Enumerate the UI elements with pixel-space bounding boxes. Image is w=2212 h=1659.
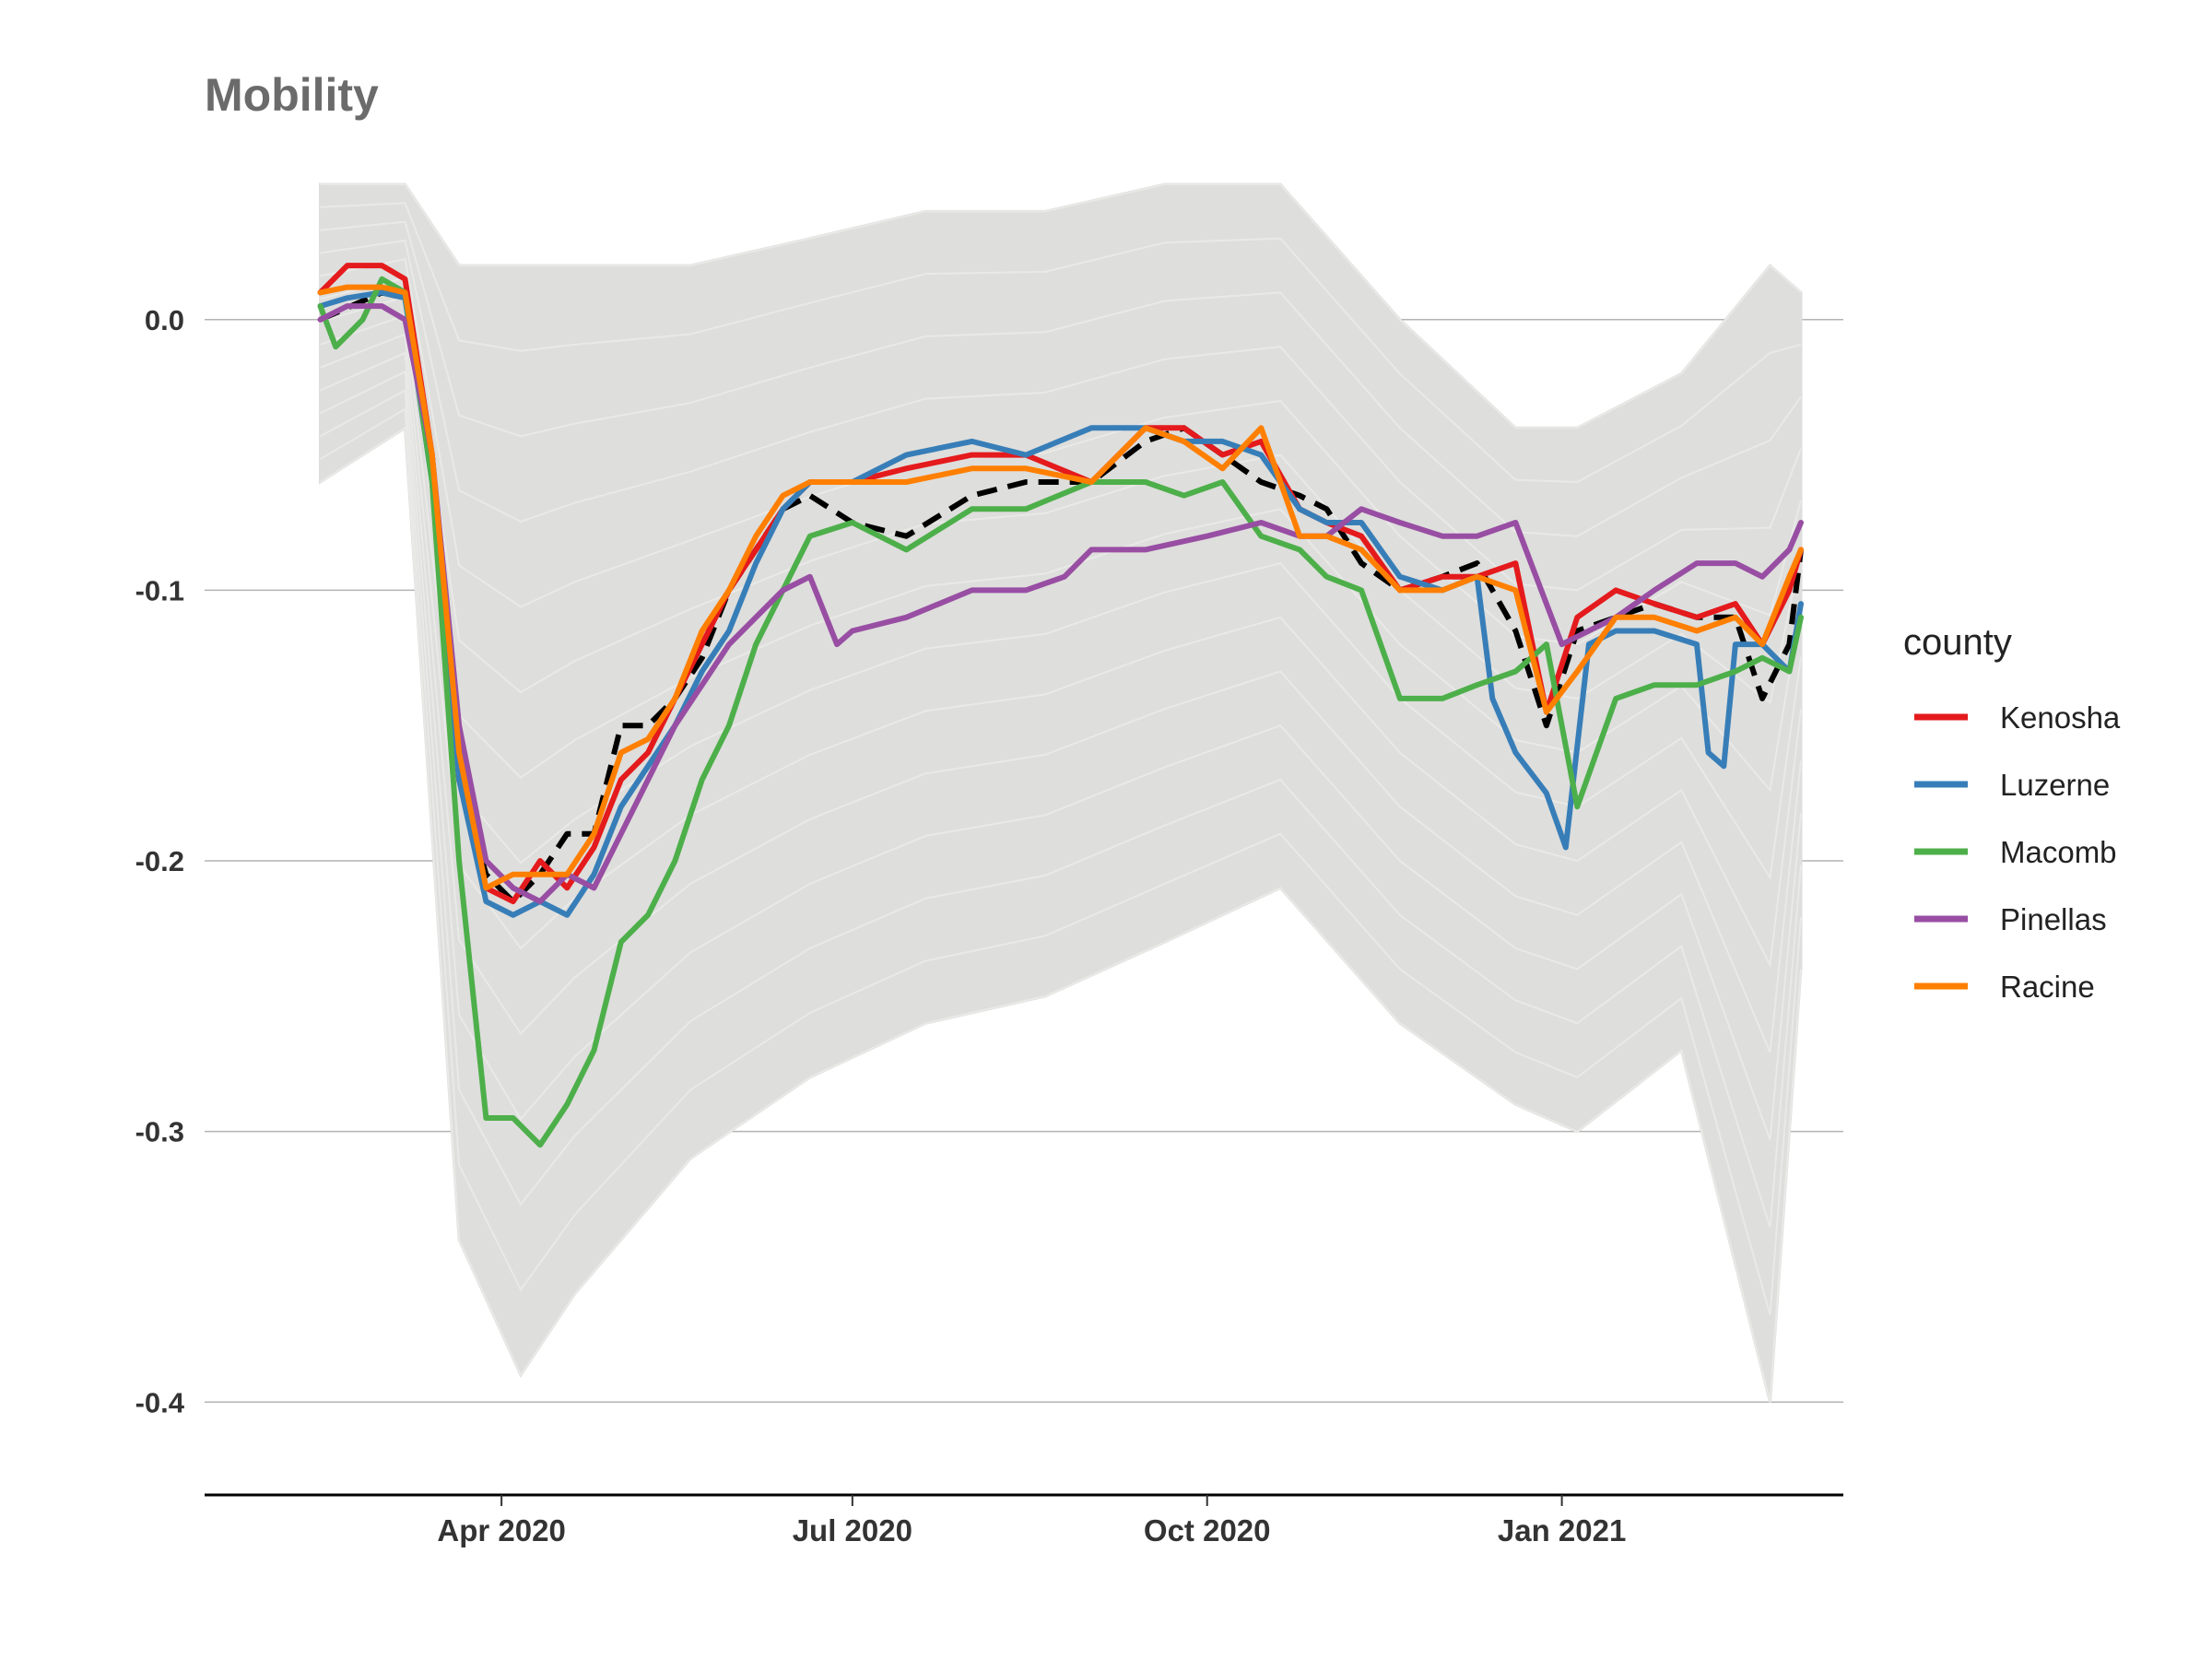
legend-label: Racine <box>2000 970 2095 1004</box>
background-county-line <box>320 313 1802 880</box>
y-tick-label: -0.2 <box>135 845 184 877</box>
y-tick-label: -0.3 <box>135 1116 184 1148</box>
series-line-luzerne <box>317 289 1804 918</box>
background-band <box>319 182 1803 1403</box>
series-lines <box>317 263 1804 1148</box>
background-county-line <box>320 295 1802 793</box>
background-county-line <box>320 276 1802 705</box>
y-tick-label: -0.4 <box>135 1386 185 1418</box>
legend-label: Macomb <box>2000 835 2117 869</box>
background-county-line <box>319 426 1802 1403</box>
series-line-racine <box>317 284 1804 891</box>
legend-label: Luzerne <box>2000 768 2110 802</box>
reference-dashed-line <box>319 289 1804 905</box>
background-county-line <box>320 220 1802 537</box>
background-county-line <box>320 183 1802 429</box>
background-county-line <box>320 370 1802 1141</box>
series-line-macomb <box>317 276 1804 1148</box>
x-axis: Apr 2020 Jul 2020 Oct 2020 Jan 2021 <box>205 1493 1843 1547</box>
background-county-line <box>320 202 1802 484</box>
background-county-line <box>319 407 1802 1315</box>
series-line-pinellas <box>317 303 1804 905</box>
x-tick-label: Apr 2020 <box>437 1513 565 1547</box>
background-county-line <box>320 351 1802 1053</box>
x-tick-label: Oct 2020 <box>1144 1513 1271 1547</box>
y-axis: 0.0 -0.1 -0.2 -0.3 -0.4 <box>135 304 185 1418</box>
y-tick-label: -0.1 <box>135 574 184 606</box>
legend-label: Pinellas <box>2000 902 2107 936</box>
y-tick-label: 0.0 <box>145 304 184 336</box>
reference-series <box>319 289 1804 905</box>
x-tick-label: Jul 2020 <box>793 1513 912 1547</box>
background-county-line <box>320 333 1802 969</box>
legend-title: county <box>1903 622 2012 663</box>
series-line-kenosha <box>317 263 1804 905</box>
x-tick-label: Jan 2021 <box>1498 1513 1626 1547</box>
background-county-line <box>320 239 1802 592</box>
background-county-line <box>320 388 1802 1228</box>
chart-title: Mobility <box>205 69 379 121</box>
legend: county Kenosha Luzerne Macomb Pinellas Racin… <box>1903 622 2121 1004</box>
legend-label: Kenosha <box>2000 700 2121 735</box>
